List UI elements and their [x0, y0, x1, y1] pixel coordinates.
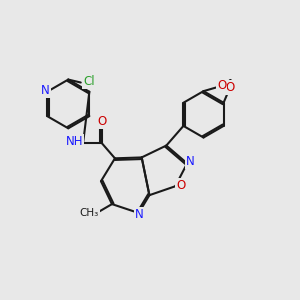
Text: NH: NH [66, 135, 84, 148]
Text: Cl: Cl [83, 75, 95, 88]
Text: O: O [176, 179, 185, 192]
Text: CH₃: CH₃ [80, 208, 99, 218]
Text: N: N [41, 84, 50, 97]
Text: O: O [226, 81, 235, 94]
Text: O: O [97, 115, 106, 128]
Text: N: N [135, 208, 144, 221]
Text: O: O [217, 79, 226, 92]
Text: N: N [186, 155, 195, 168]
